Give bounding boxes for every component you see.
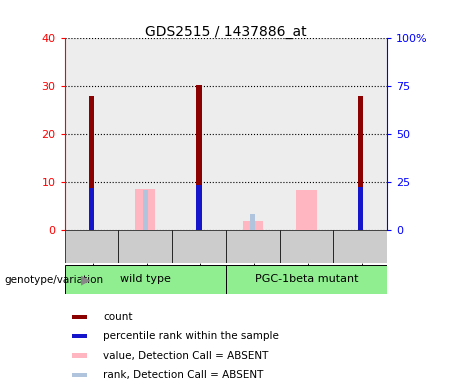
Bar bbox=[333, 38, 387, 230]
Bar bbox=[280, 38, 333, 230]
Text: percentile rank within the sample: percentile rank within the sample bbox=[103, 331, 279, 341]
Bar bbox=[172, 38, 226, 230]
Text: rank, Detection Call = ABSENT: rank, Detection Call = ABSENT bbox=[103, 370, 264, 380]
Bar bbox=[280, 230, 333, 263]
Bar bbox=[172, 230, 226, 263]
Bar bbox=[72, 334, 87, 339]
Bar bbox=[226, 265, 387, 294]
Bar bbox=[118, 230, 172, 263]
Text: GDS2515 / 1437886_at: GDS2515 / 1437886_at bbox=[145, 25, 307, 39]
Text: wild type: wild type bbox=[120, 274, 171, 285]
Bar bbox=[296, 190, 317, 230]
Bar bbox=[65, 38, 118, 230]
Bar bbox=[118, 38, 172, 230]
Bar bbox=[142, 190, 148, 230]
Text: ▶: ▶ bbox=[81, 273, 90, 286]
Bar bbox=[226, 38, 280, 230]
Text: PGC-1beta mutant: PGC-1beta mutant bbox=[255, 274, 358, 285]
Text: value, Detection Call = ABSENT: value, Detection Call = ABSENT bbox=[103, 351, 269, 361]
Text: count: count bbox=[103, 312, 133, 322]
Bar bbox=[196, 185, 201, 230]
Bar bbox=[135, 189, 155, 230]
Bar bbox=[242, 221, 263, 230]
Bar bbox=[226, 230, 280, 263]
Bar bbox=[250, 214, 255, 230]
Bar bbox=[89, 188, 94, 230]
Bar bbox=[89, 96, 94, 230]
Bar bbox=[65, 265, 226, 294]
Bar bbox=[72, 372, 87, 377]
Bar bbox=[65, 230, 118, 263]
Bar bbox=[72, 353, 87, 358]
Bar bbox=[196, 85, 201, 230]
Text: genotype/variation: genotype/variation bbox=[5, 275, 104, 285]
Bar bbox=[358, 96, 363, 230]
Bar bbox=[72, 315, 87, 319]
Bar bbox=[358, 187, 363, 230]
Bar bbox=[333, 230, 387, 263]
